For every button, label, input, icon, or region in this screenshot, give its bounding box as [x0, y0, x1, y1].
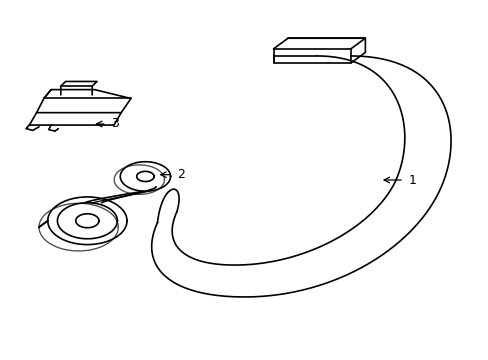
- Text: 1: 1: [408, 174, 416, 186]
- Text: 2: 2: [177, 168, 184, 181]
- Text: 3: 3: [111, 117, 119, 130]
